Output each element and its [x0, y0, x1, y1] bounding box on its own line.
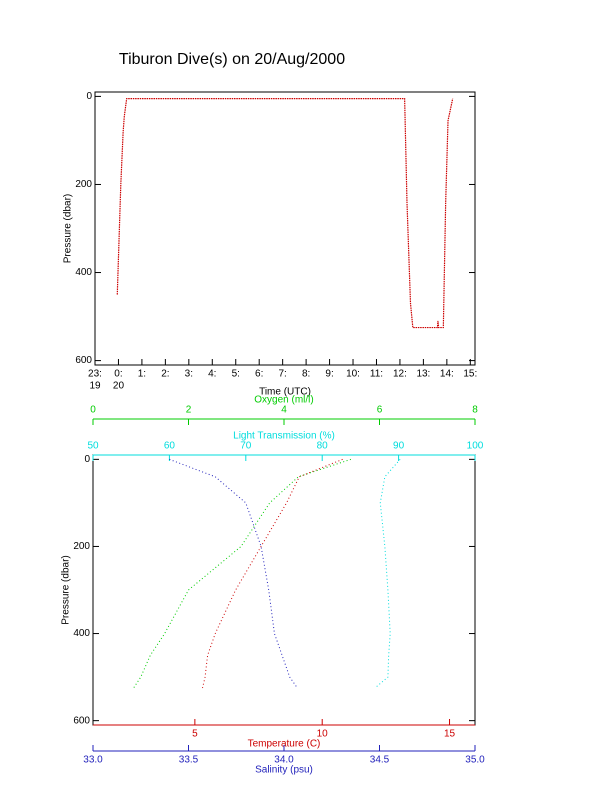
x-tick-label: 0 [90, 405, 96, 416]
x-tick-label: 60 [164, 441, 176, 452]
x-tick-label: 9: [325, 369, 333, 380]
x-tick-label: 8 [472, 405, 478, 416]
x-tick-label: 3: [185, 369, 193, 380]
y-tick-label: 600 [73, 715, 90, 726]
x-tick-label: 10 [317, 729, 329, 740]
x-tick-label: 80 [317, 441, 329, 452]
profile-line [133, 458, 352, 689]
profile-line [374, 459, 401, 689]
profile-line [202, 458, 343, 689]
x-tick-label: 34.5 [370, 755, 390, 766]
x-tick-label: 100 [467, 441, 484, 452]
x-tick-label: 0: [114, 369, 122, 380]
x-tick-label: 90 [393, 441, 405, 452]
chart-title: Tiburon Dive(s) on 20/Aug/2000 [119, 51, 345, 68]
x-tick-label: 7: [278, 369, 286, 380]
x-axis-title: Oxygen (ml/l) [254, 395, 313, 406]
x-tick-label: 33.0 [83, 755, 103, 766]
x-tick-label: 6: [255, 369, 263, 380]
y-tick-label: 200 [73, 541, 90, 552]
x-tick-label: 13: [416, 369, 430, 380]
x-axis-title: Temperature (C) [248, 739, 321, 750]
x-tick-label: 5 [192, 729, 198, 740]
x-tick-label: 4 [281, 405, 287, 416]
x-tick-label: 2: [161, 369, 169, 380]
x-tick-sublabel: 19 [89, 381, 101, 392]
y-tick-label: 0 [86, 91, 92, 102]
y-tick-label: 400 [73, 628, 90, 639]
x-tick-sublabel: 20 [113, 381, 125, 392]
x-tick-label: 11: [370, 369, 383, 380]
x-tick-label: 1: [138, 369, 146, 380]
y-tick-label: 0 [84, 454, 90, 465]
x-tick-label: 23: [88, 369, 102, 380]
x-tick-label: 14: [440, 369, 454, 380]
pressure-line [116, 98, 454, 329]
x-tick-label: 35.0 [465, 755, 485, 766]
x-tick-label: 4: [208, 369, 216, 380]
x-tick-label: 70 [240, 441, 252, 452]
x-tick-label: 33.5 [179, 755, 199, 766]
x-axis-title: Salinity (psu) [255, 765, 313, 776]
x-tick-label: 10: [346, 369, 360, 380]
x-tick-label: 50 [87, 441, 99, 452]
x-tick-label: 12: [393, 369, 407, 380]
x-tick-label: 2 [186, 405, 192, 416]
y-tick-label: 600 [75, 355, 92, 366]
x-tick-label: 34.0 [274, 755, 294, 766]
x-tick-label: 6 [377, 405, 383, 416]
y-tick-label: 400 [75, 267, 92, 278]
y-axis-title: Pressure (dbar) [61, 555, 72, 624]
x-tick-label: 15 [444, 729, 456, 740]
x-axis-title: Time (UTC) [259, 387, 311, 398]
x-tick-label: 8: [302, 369, 310, 380]
y-tick-label: 200 [75, 179, 92, 190]
x-tick-label: 5: [232, 369, 240, 380]
plot-frame [94, 91, 476, 366]
y-axis-title: Pressure (dbar) [63, 194, 74, 263]
x-axis-title: Light Transmission (%) [233, 431, 335, 442]
x-tick-label: 15: [463, 369, 477, 380]
